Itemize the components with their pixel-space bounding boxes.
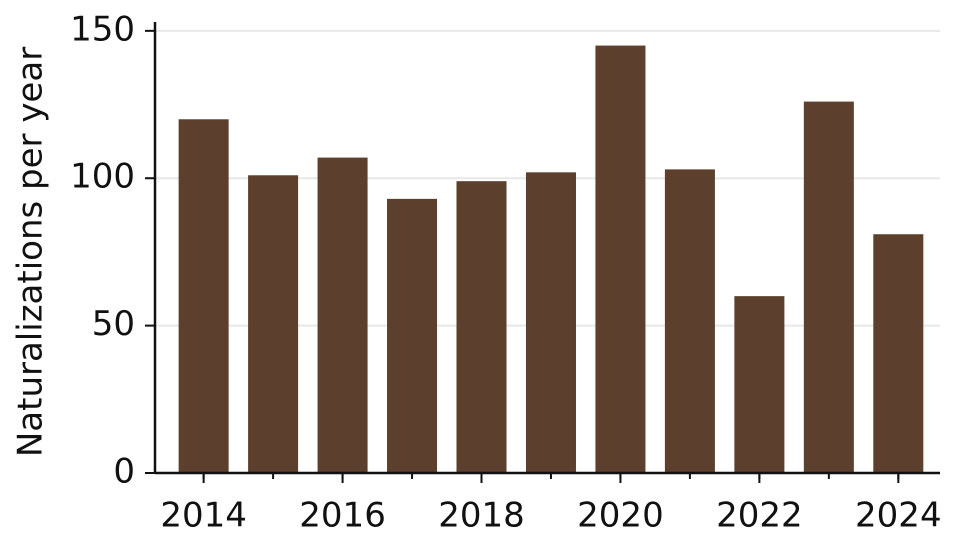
bar (595, 45, 646, 474)
bar (387, 198, 438, 474)
y-tick-label: 0 (113, 452, 135, 492)
x-tick-label: 2016 (299, 496, 386, 536)
bar (248, 175, 299, 473)
bar (873, 234, 924, 473)
bar (803, 101, 854, 474)
x-tick-label: 2022 (716, 496, 803, 536)
bar (734, 296, 785, 473)
bar (456, 181, 507, 474)
bar (525, 172, 576, 474)
y-axis-label: Naturalizations per year (11, 47, 51, 457)
x-tick-label: 2020 (577, 496, 664, 536)
y-tick-label: 50 (92, 304, 135, 344)
y-tick-label: 150 (70, 9, 135, 49)
y-tick-label: 100 (70, 157, 135, 197)
x-tick-label: 2014 (160, 496, 247, 536)
bar (317, 157, 368, 473)
bar (178, 119, 229, 474)
x-tick-label: 2024 (855, 496, 942, 536)
bar (664, 169, 715, 473)
x-tick-label: 2018 (438, 496, 525, 536)
